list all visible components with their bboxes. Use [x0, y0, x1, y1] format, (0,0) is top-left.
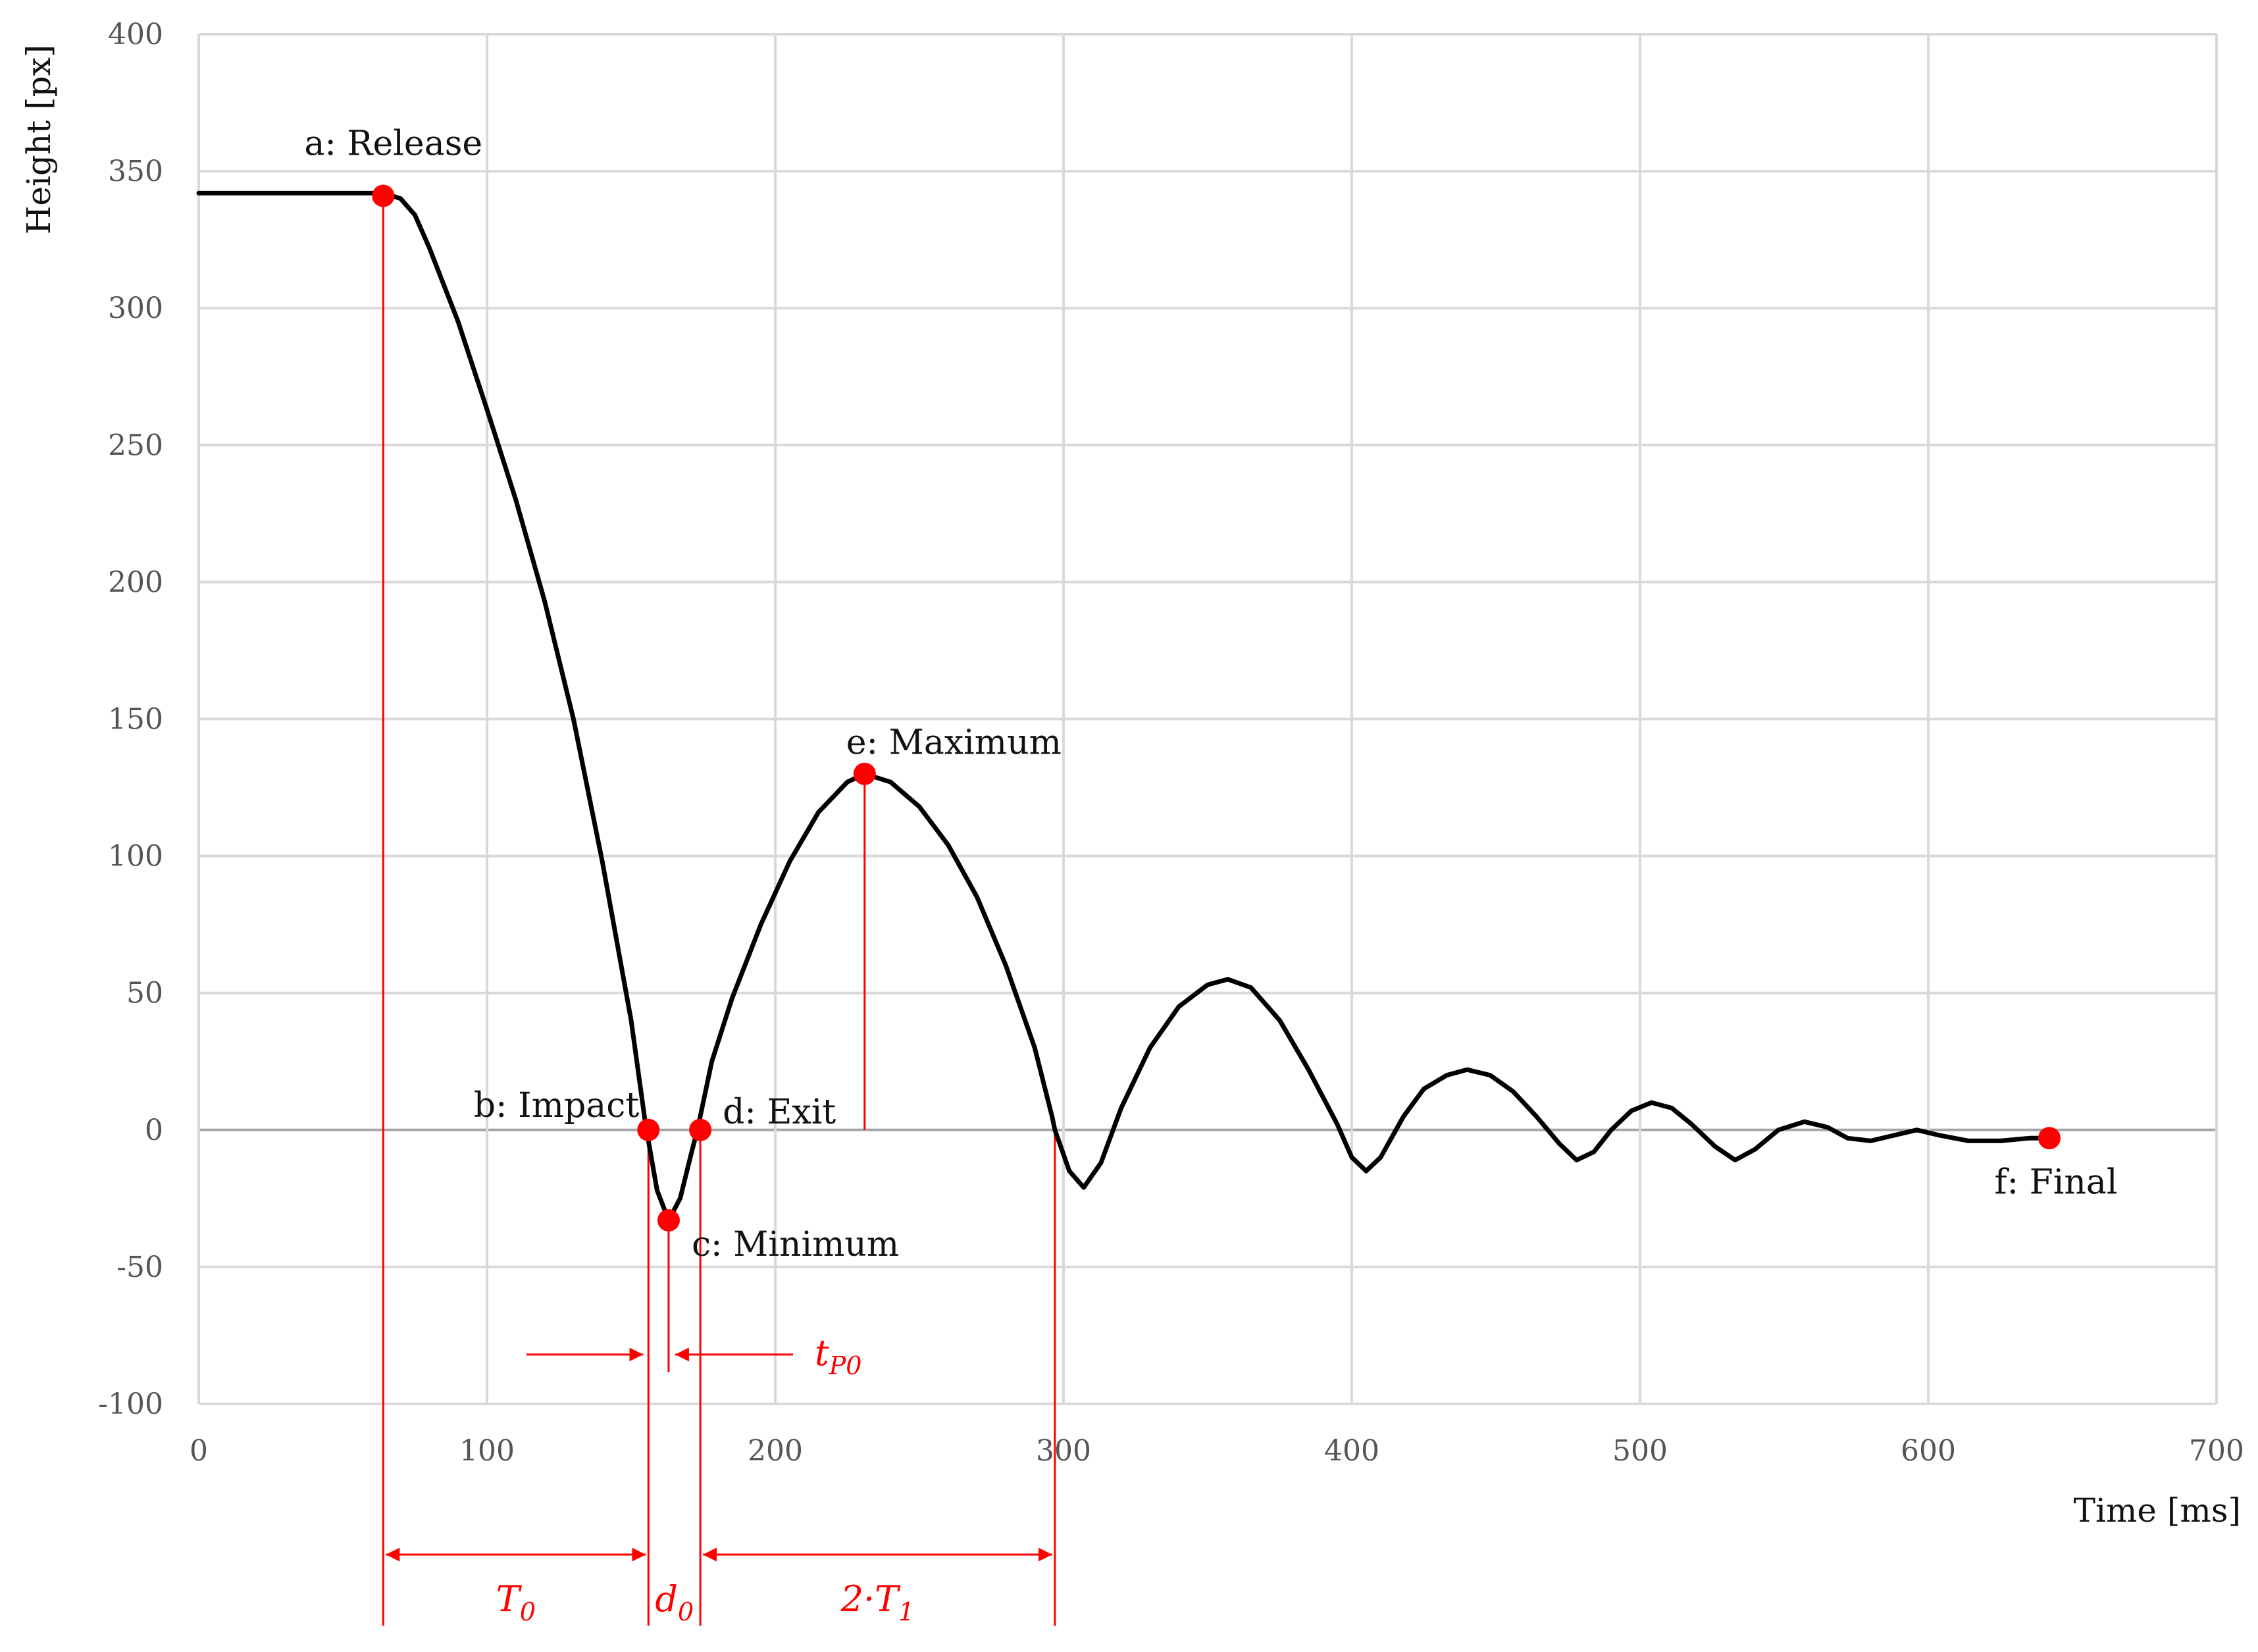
x-axis-ticks: 0 100 200 300 400 500 600 700: [190, 1434, 2244, 1468]
point-marker: [657, 1209, 680, 1232]
point-label: b: Impact: [474, 1086, 640, 1125]
dimension-subscript: 0: [520, 1597, 536, 1626]
y-tick-label: 400: [108, 18, 163, 51]
point-label: a: Release: [304, 124, 482, 164]
dimension-subscript: 0: [678, 1597, 694, 1626]
y-tick-label: 300: [108, 292, 163, 325]
key-point-labels: a: Release b: Impact c: Minimum d: Exit e: M…: [304, 124, 2117, 1265]
x-tick-label: 600: [1901, 1434, 1956, 1468]
dimension-label: d0: [655, 1578, 694, 1626]
dimension-annotations: tP0 T0 d0 2·T1: [386, 1332, 1052, 1626]
x-tick-label: 100: [459, 1434, 515, 1468]
point-label: d: Exit: [723, 1093, 836, 1132]
dimension-label: 2·T1: [840, 1578, 915, 1626]
x-tick-label: 300: [1036, 1434, 1091, 1468]
point-marker: [637, 1118, 660, 1141]
y-tick-label: 150: [108, 703, 163, 736]
y-tick-label: 50: [126, 977, 163, 1010]
key-point-markers: [372, 184, 2061, 1232]
y-tick-label: -50: [116, 1251, 163, 1284]
point-label: c: Minimum: [692, 1225, 899, 1264]
y-axis-title: Height [px]: [20, 45, 58, 235]
point-marker: [689, 1118, 712, 1141]
grid: [197, 33, 2218, 1405]
annotation-lines: [382, 195, 1056, 1626]
point-marker: [2038, 1127, 2061, 1150]
dimension-subscript: 1: [898, 1597, 914, 1626]
x-tick-label: 0: [190, 1434, 208, 1468]
tp0-label: tP0: [815, 1332, 861, 1380]
y-axis-ticks: -100 -50 0 50 100 150 200 250 300 350 400: [98, 18, 163, 1421]
tp0-subscript: P0: [829, 1351, 862, 1380]
y-tick-label: -100: [98, 1387, 163, 1421]
point-label: e: Maximum: [846, 723, 1062, 763]
x-axis-title: Time [ms]: [2074, 1491, 2241, 1530]
x-tick-label: 500: [1612, 1434, 1668, 1468]
dimension-label: T0: [496, 1578, 536, 1626]
x-tick-label: 400: [1324, 1434, 1379, 1468]
x-tick-label: 200: [748, 1434, 803, 1468]
x-tick-label: 700: [2189, 1434, 2244, 1468]
y-tick-label: 100: [108, 840, 163, 873]
y-tick-label: 250: [108, 428, 163, 462]
y-tick-label: 200: [108, 565, 163, 599]
y-tick-label: 350: [108, 155, 163, 188]
point-label: f: Final: [1994, 1162, 2117, 1202]
point-marker: [372, 184, 395, 207]
point-marker: [853, 762, 876, 785]
height-curve: [196, 190, 2052, 1223]
y-tick-label: 0: [145, 1114, 163, 1147]
